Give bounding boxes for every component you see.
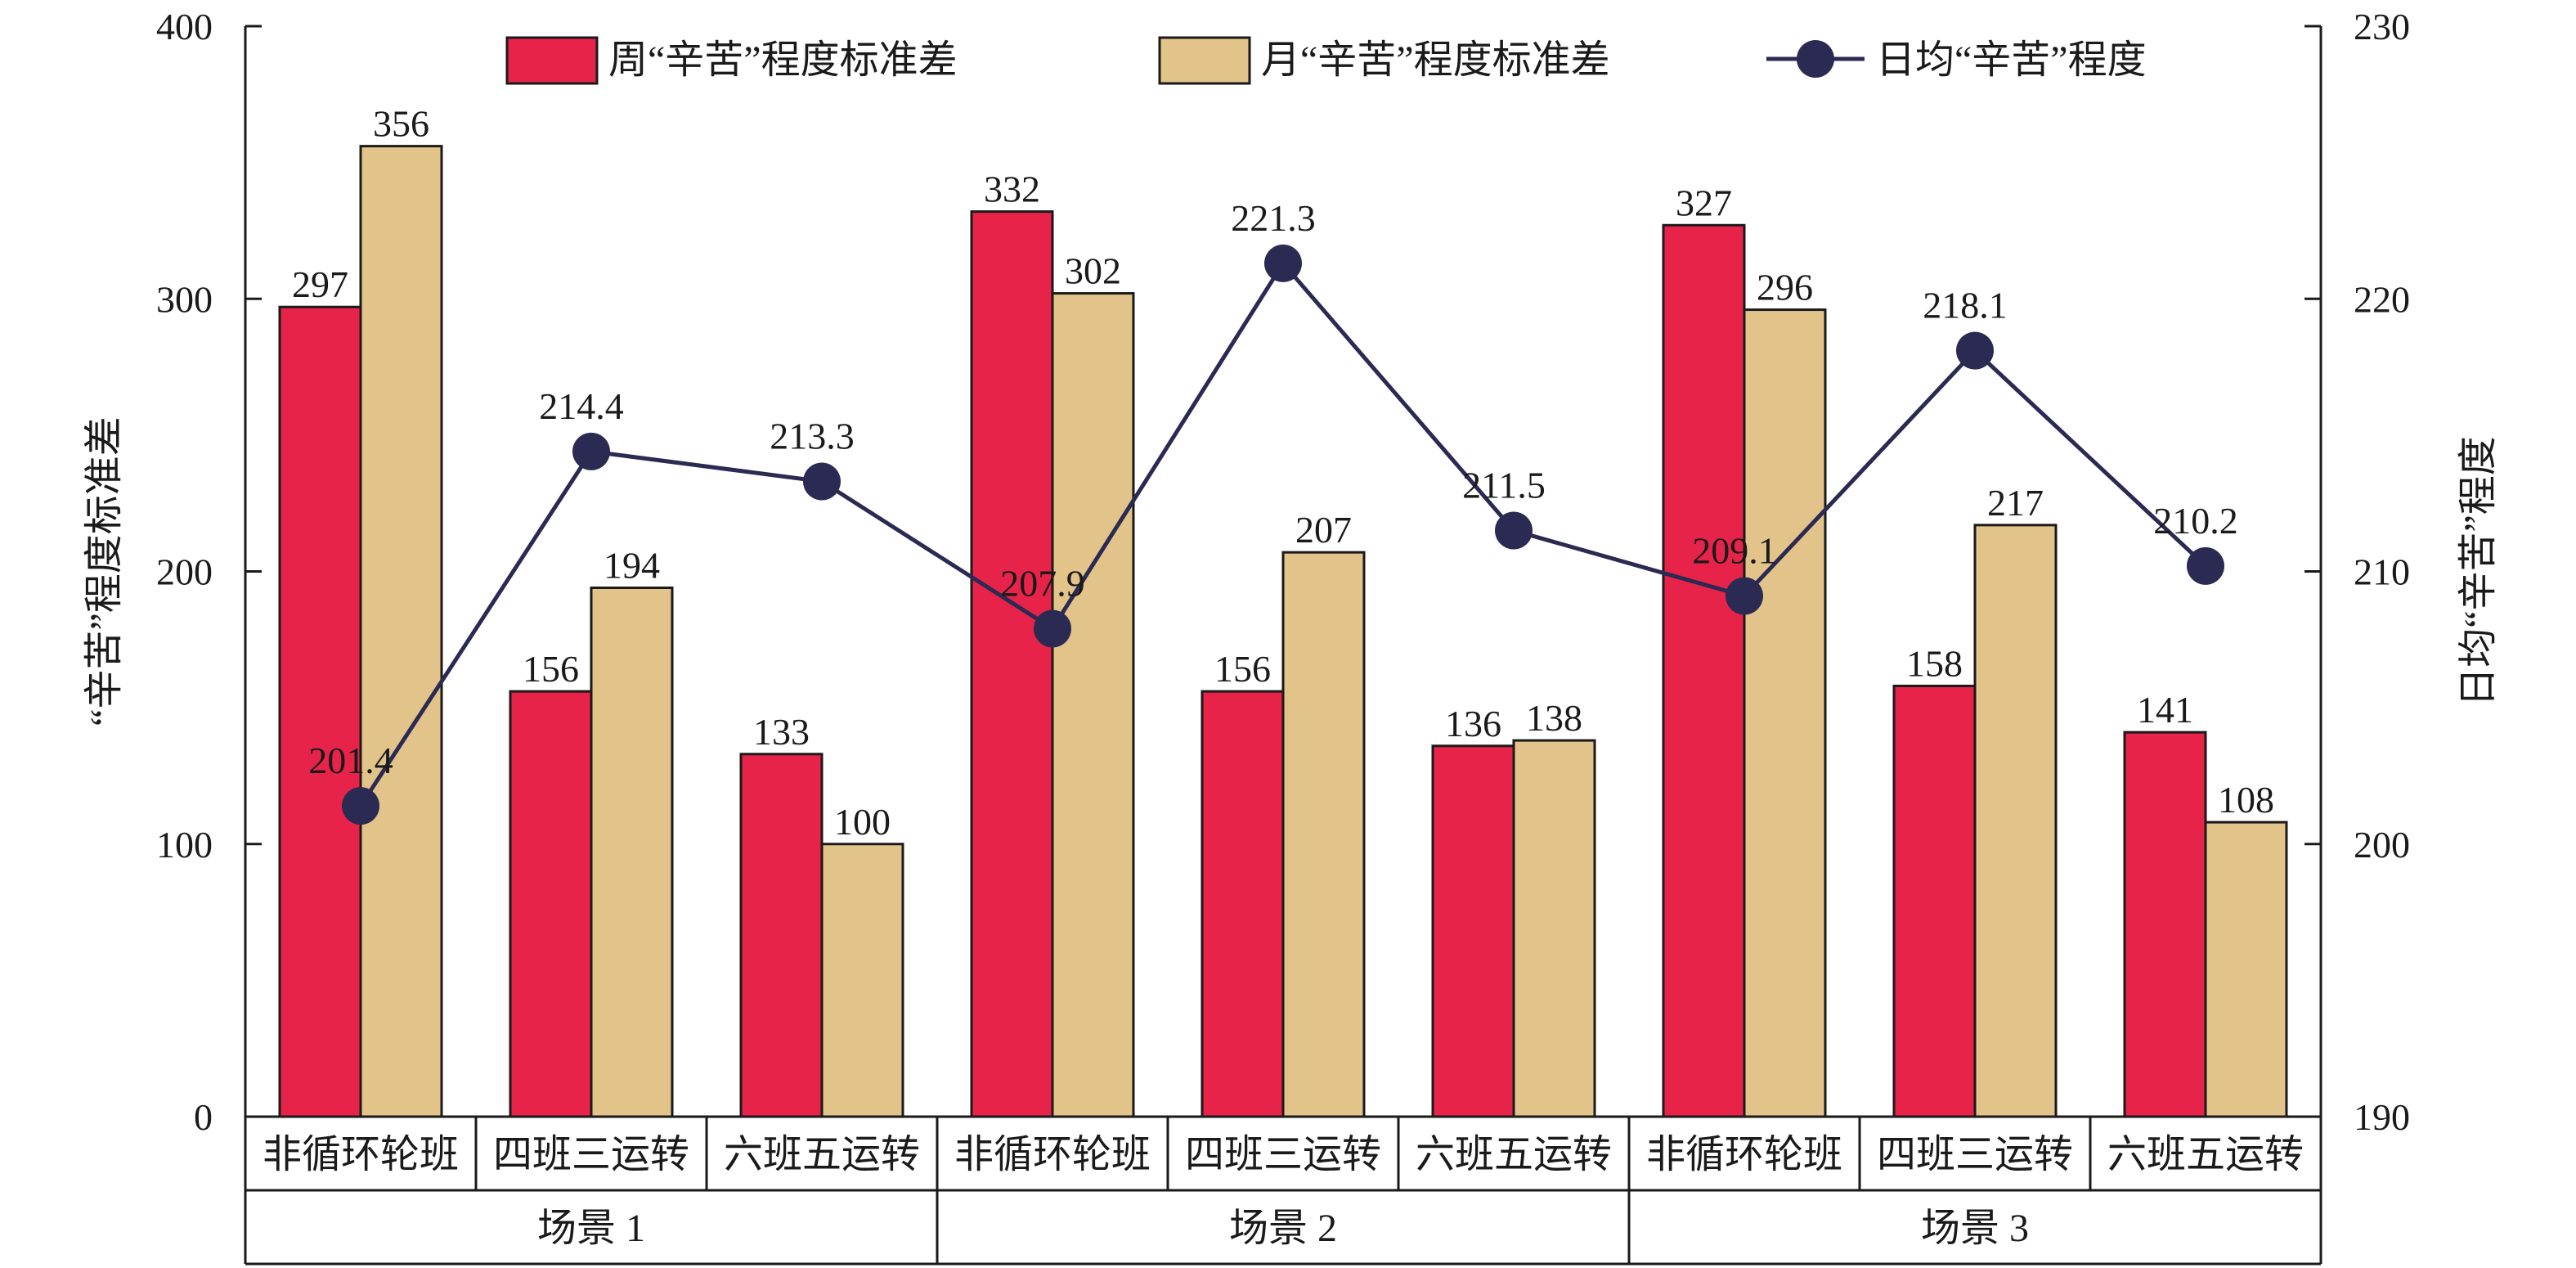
line-point [1264, 244, 1302, 282]
category-label: 四班三运转 [1877, 1133, 2073, 1176]
bar-value-label: 297 [292, 263, 348, 305]
legend-label: 月“辛苦”程度标准差 [1261, 38, 1610, 82]
legend-marker [1797, 40, 1834, 78]
legend-label: 周“辛苦”程度标准差 [608, 38, 958, 82]
group-label: 场景 1 [537, 1207, 645, 1250]
bar [1743, 308, 1827, 1118]
bar-value-label: 327 [1676, 182, 1732, 223]
line-value-label: 207.9 [1000, 562, 1085, 604]
y2-tick-label: 220 [2354, 278, 2410, 320]
y2-axis-title: 日均“辛苦”程度 [2457, 436, 2500, 707]
y2-tick-label: 230 [2354, 6, 2410, 47]
line-point [1034, 609, 1071, 648]
category-label: 非循环轮班 [954, 1133, 1151, 1176]
bar-value-label: 138 [1526, 697, 1582, 739]
y-tick-label: 0 [194, 1096, 213, 1138]
line-point [803, 462, 841, 501]
y-axis-title: “辛苦”程度标准差 [83, 416, 126, 726]
bar-value-label: 136 [1445, 703, 1501, 744]
bar-value-label: 141 [2137, 689, 2193, 731]
line-value-label: 218.1 [1923, 285, 2008, 326]
line-value-label: 214.4 [539, 385, 624, 427]
category-label: 六班五运转 [1416, 1133, 1612, 1176]
y2-tick-label: 200 [2354, 824, 2410, 866]
bar-value-label: 217 [1987, 482, 2044, 524]
y2-tick-label: 190 [2354, 1096, 2410, 1138]
group-label: 场景 3 [1921, 1207, 2029, 1250]
bar-value-label: 302 [1065, 250, 1121, 292]
bar [278, 305, 362, 1118]
bar [1662, 223, 1746, 1118]
bar [1281, 551, 1366, 1118]
bar [820, 843, 904, 1118]
bar-value-label: 108 [2218, 779, 2274, 821]
y-tick-label: 100 [156, 824, 213, 866]
legend-swatch [1158, 36, 1251, 85]
line-point [1495, 511, 1533, 550]
category-label: 六班五运转 [724, 1133, 920, 1176]
bar [1892, 684, 1977, 1118]
bar [509, 690, 593, 1118]
line-value-label: 221.3 [1231, 197, 1316, 239]
bar [2204, 821, 2288, 1118]
bar [1512, 739, 1596, 1118]
bar [1051, 292, 1135, 1118]
bar [1973, 524, 2058, 1118]
line-point [572, 432, 610, 470]
line-point [342, 787, 379, 825]
y2-tick-label: 210 [2354, 551, 2410, 593]
bar-value-label: 158 [1906, 642, 1963, 684]
bar [970, 210, 1054, 1118]
bar-value-label: 133 [753, 711, 810, 753]
bar-value-label: 332 [984, 169, 1040, 210]
bar-value-label: 156 [1214, 648, 1271, 690]
category-label: 非循环轮班 [263, 1133, 459, 1176]
bar [739, 753, 824, 1118]
line-value-label: 210.2 [2153, 500, 2238, 542]
category-label: 六班五运转 [2107, 1133, 2304, 1176]
category-label: 四班三运转 [493, 1133, 689, 1176]
line-value-label: 213.3 [770, 416, 855, 457]
line-value-label: 201.4 [308, 740, 393, 781]
bar-value-label: 156 [523, 648, 579, 690]
bar-value-label: 100 [834, 801, 891, 843]
y-tick-label: 300 [156, 278, 213, 320]
line-point [1726, 577, 1763, 615]
legend-swatch [505, 36, 599, 85]
legend-label: 日均“辛苦”程度 [1876, 38, 2147, 82]
line-value-label: 211.5 [1462, 465, 1546, 506]
category-label: 非循环轮班 [1646, 1133, 1842, 1176]
bar [1200, 690, 1285, 1118]
bar [359, 145, 443, 1118]
bar-value-label: 356 [373, 103, 429, 145]
y-tick-label: 200 [156, 551, 213, 593]
line-value-label: 209.1 [1692, 529, 1777, 571]
line-point [2187, 546, 2224, 585]
bar-value-label: 194 [604, 544, 660, 586]
group-label: 场景 2 [1229, 1207, 1337, 1250]
bar-value-label: 207 [1295, 509, 1352, 551]
y-tick-label: 400 [156, 6, 213, 47]
bar [1431, 744, 1515, 1118]
bar-value-label: 296 [1757, 267, 1813, 308]
bar [2123, 731, 2207, 1118]
category-label: 四班三运转 [1185, 1133, 1381, 1176]
line-point [1956, 331, 1994, 370]
bar [590, 586, 674, 1118]
